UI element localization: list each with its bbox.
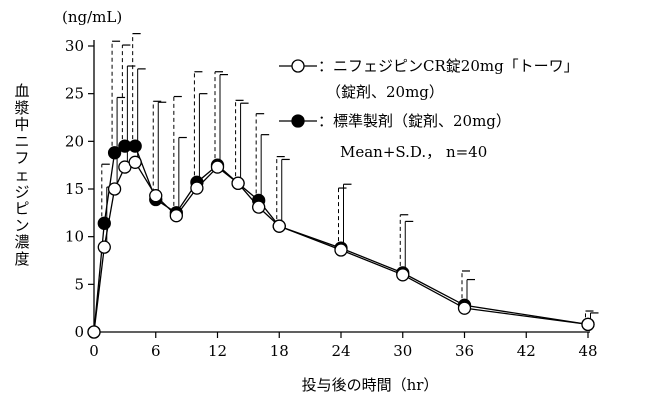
legend-marker-reference xyxy=(291,114,305,128)
y-axis-label-char: ェ xyxy=(14,166,29,184)
y-axis-label-char: 血 xyxy=(14,82,29,100)
y-axis-label-char: ジ xyxy=(14,183,29,201)
y-axis-label-char: ニ xyxy=(14,132,29,150)
data-point-test xyxy=(231,176,245,190)
series-markers xyxy=(87,139,595,339)
data-point-test xyxy=(87,325,101,339)
x-tick-label: 6 xyxy=(151,342,161,360)
axes: 0 5 10 15 20 25 30 0 6 12 18 24 30 36 42 48 xyxy=(65,37,598,360)
y-axis-label-char: 濃 xyxy=(14,233,29,251)
data-point-test xyxy=(169,209,183,223)
y-axis-label-char: 漿 xyxy=(14,99,29,117)
y-unit-label: (ng/mL) xyxy=(62,8,122,26)
data-point-test xyxy=(457,301,472,315)
series-line xyxy=(93,145,589,333)
series-lines xyxy=(93,145,589,333)
y-axis-label-char: 中 xyxy=(14,116,29,134)
data-point-test xyxy=(581,317,595,332)
y-axis-label-char: ピ xyxy=(14,200,29,218)
y-axis-label-char: ン xyxy=(14,216,29,234)
y-tick-label: 10 xyxy=(65,228,84,246)
legend-note: Mean+S.D.， n=40 xyxy=(340,143,487,161)
series-line xyxy=(93,161,589,333)
data-point-test xyxy=(107,182,122,196)
error-bars xyxy=(101,33,599,325)
data-point-test xyxy=(128,155,142,169)
data-point-reference xyxy=(107,146,122,160)
legend-label-test: ：ニフェジピンCR錠20mg「トーワ」 xyxy=(318,57,579,75)
data-point-test xyxy=(210,160,225,174)
x-tick-label: 42 xyxy=(517,342,536,360)
data-point-test xyxy=(272,219,286,233)
data-point-reference xyxy=(128,139,142,153)
y-tick-label: 30 xyxy=(65,37,84,55)
data-point-test xyxy=(334,243,348,257)
data-point-test xyxy=(149,189,163,203)
legend-label-reference: ：標準製剤（錠剤、20mg） xyxy=(318,112,511,130)
legend: ：ニフェジピンCR錠20mg「トーワ」 （錠剤、20mg） ：標準製剤（錠剤、2… xyxy=(279,57,579,161)
x-tick-label: 18 xyxy=(270,342,289,360)
y-tick-label: 5 xyxy=(74,275,84,293)
x-tick-label: 24 xyxy=(331,342,350,360)
legend-label-test-line2: （錠剤、20mg） xyxy=(326,83,444,101)
y-tick-label: 25 xyxy=(65,85,84,103)
x-tick-label: 0 xyxy=(89,342,99,360)
x-axis-label: 投与後の時間（hr） xyxy=(302,376,439,394)
data-point-test xyxy=(190,181,204,195)
x-tick-label: 12 xyxy=(208,342,227,360)
y-tick-label: 15 xyxy=(65,180,84,198)
legend-marker-test xyxy=(291,59,305,73)
y-axis-label-char: フ xyxy=(14,149,29,167)
data-point-test xyxy=(97,240,111,254)
x-tick-label: 36 xyxy=(455,342,474,360)
y-tick-label: 0 xyxy=(74,323,84,341)
y-tick-label: 20 xyxy=(65,132,84,150)
x-tick-label: 30 xyxy=(393,342,412,360)
y-axis-label-char: 度 xyxy=(14,250,29,268)
data-point-test xyxy=(396,268,410,282)
x-tick-label: 48 xyxy=(578,342,597,360)
data-point-reference xyxy=(97,216,111,230)
data-point-test xyxy=(252,200,266,214)
